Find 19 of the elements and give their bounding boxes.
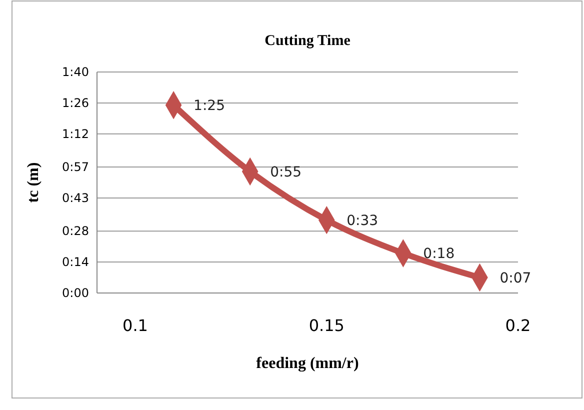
x-tick-label: 0.2 (505, 316, 531, 335)
data-label: 0:55 (270, 164, 302, 180)
chart-title: Cutting Time (264, 33, 351, 49)
data-label: 0:07 (500, 270, 532, 287)
data-label: 0:18 (423, 246, 455, 262)
y-axis-title: tc (m) (25, 162, 42, 203)
y-tick-label: 1:26 (62, 96, 89, 110)
y-tick-label: 0:14 (62, 255, 89, 270)
y-tick-label: 0:57 (62, 160, 89, 174)
y-tick-label: 0:43 (62, 190, 89, 205)
x-axis-title: feeding (mm/r) (256, 355, 359, 372)
y-tick-label: 0:00 (62, 286, 89, 300)
y-tick-label: 1:12 (62, 126, 89, 141)
data-label: 1:25 (194, 98, 225, 114)
x-tick-label: 0.1 (122, 316, 148, 335)
y-tick-label: 0:28 (62, 224, 89, 238)
y-tick-label: 1:40 (62, 65, 89, 79)
x-tick-label: 0.15 (308, 316, 344, 335)
data-label: 0:33 (346, 213, 378, 230)
